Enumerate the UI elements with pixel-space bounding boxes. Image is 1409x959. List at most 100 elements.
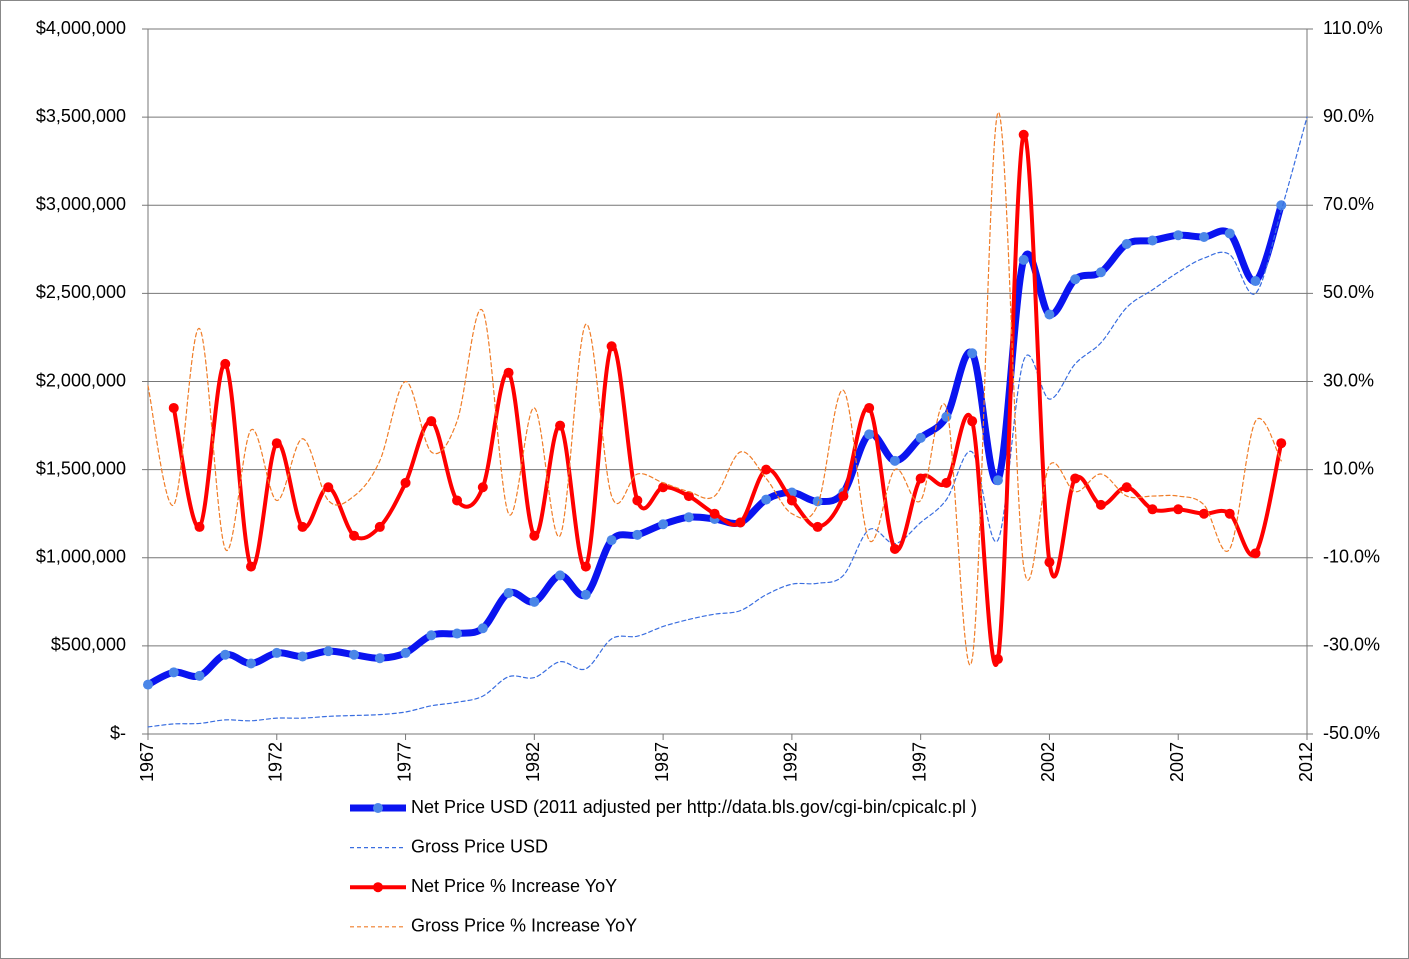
x-tick-label: 1997 <box>909 742 929 782</box>
x-tick-label: 2012 <box>1296 742 1316 782</box>
series-marker <box>941 477 952 488</box>
series-marker <box>1198 231 1209 242</box>
series-marker <box>555 420 566 431</box>
y-tick-label: $2,000,000 <box>36 370 126 390</box>
series-marker <box>941 411 952 422</box>
series-marker <box>349 530 360 541</box>
series-marker <box>220 649 231 660</box>
series-line <box>171 132 1284 667</box>
legend-marker <box>373 803 383 813</box>
series-marker <box>297 521 308 532</box>
series-marker <box>349 649 360 660</box>
series-marker <box>168 667 179 678</box>
y2-tick-label: 70.0% <box>1323 194 1374 214</box>
series-marker <box>580 589 591 600</box>
series-marker <box>658 519 669 530</box>
series-marker <box>632 529 643 540</box>
y-tick-label: $4,000,000 <box>36 18 126 38</box>
series-marker <box>864 429 875 440</box>
series-marker <box>606 341 617 352</box>
series-marker <box>1070 473 1081 484</box>
legend-marker <box>373 882 383 893</box>
series-marker <box>143 679 153 690</box>
series-marker <box>992 475 1003 486</box>
series-marker <box>992 654 1003 665</box>
series-marker <box>529 596 540 607</box>
y-tick-label: $500,000 <box>51 635 126 655</box>
y2-tick-label: -50.0% <box>1323 723 1380 743</box>
series-marker <box>1250 548 1261 559</box>
y2-tick-label: 10.0% <box>1323 458 1374 478</box>
y-tick-label: $1,500,000 <box>36 458 126 478</box>
series-marker <box>761 494 772 505</box>
series-marker <box>967 416 978 427</box>
x-tick-label: 1967 <box>137 742 157 782</box>
series-marker <box>168 402 179 413</box>
y2-tick-label: -10.0% <box>1323 547 1380 567</box>
series-marker <box>915 432 926 443</box>
series-marker <box>915 473 926 484</box>
series-marker <box>477 623 488 634</box>
series-marker <box>1095 499 1106 510</box>
series-marker <box>1198 508 1209 519</box>
legend-label: Net Price USD (2011 adjusted per http://… <box>411 797 977 817</box>
series-marker <box>452 628 463 639</box>
series-marker <box>1121 239 1132 250</box>
series-marker <box>709 508 720 519</box>
x-tick-label: 1977 <box>394 742 414 782</box>
series-marker <box>426 630 437 641</box>
legend-label: Net Price % Increase YoY <box>411 876 617 896</box>
y-tick-label: $3,000,000 <box>36 194 126 214</box>
series-line <box>147 112 1282 666</box>
series-marker <box>194 670 205 681</box>
series-marker <box>1250 276 1261 287</box>
series-marker <box>889 543 900 554</box>
series-marker <box>1018 129 1029 140</box>
series-marker <box>271 647 282 658</box>
series-marker <box>1276 438 1287 449</box>
y-tick-label: $- <box>110 723 126 743</box>
series-marker <box>477 482 488 493</box>
series-marker <box>220 358 231 369</box>
x-tick-label: 1982 <box>523 742 543 782</box>
legend-label: Gross Price USD <box>411 836 548 856</box>
series-marker <box>812 521 823 532</box>
series-marker <box>1044 309 1055 320</box>
y2-tick-label: 90.0% <box>1323 106 1374 126</box>
y2-tick-label: 110.0% <box>1323 18 1383 38</box>
y-tick-label: $3,500,000 <box>36 106 126 126</box>
series-marker <box>1147 235 1158 246</box>
series-marker <box>658 482 669 493</box>
series-marker <box>323 482 334 493</box>
x-tick-label: 2002 <box>1038 742 1058 782</box>
series-marker <box>374 653 385 664</box>
y2-tick-label: 50.0% <box>1323 282 1374 302</box>
series-marker <box>1121 482 1132 493</box>
series-marker <box>967 348 978 359</box>
y2-tick-label: 30.0% <box>1323 370 1374 390</box>
series-marker <box>297 651 308 662</box>
series-marker <box>194 521 205 532</box>
series-marker <box>374 521 385 532</box>
series-marker <box>323 646 334 657</box>
series-marker <box>503 588 514 598</box>
series-marker <box>1224 228 1235 239</box>
series-marker <box>683 512 694 523</box>
series-marker <box>606 535 617 546</box>
series-marker <box>761 464 772 475</box>
series-marker <box>400 647 411 658</box>
series-marker <box>1044 557 1055 568</box>
series-marker <box>1095 267 1106 278</box>
series-marker <box>271 438 282 449</box>
series-marker <box>1070 274 1081 285</box>
series-marker <box>452 495 463 506</box>
y-tick-label: $2,500,000 <box>36 282 126 302</box>
series-marker <box>838 491 849 502</box>
series-marker <box>632 495 643 506</box>
series-marker <box>246 561 257 572</box>
series-marker <box>1147 504 1158 515</box>
series-marker <box>246 658 257 669</box>
series-marker <box>683 491 694 502</box>
